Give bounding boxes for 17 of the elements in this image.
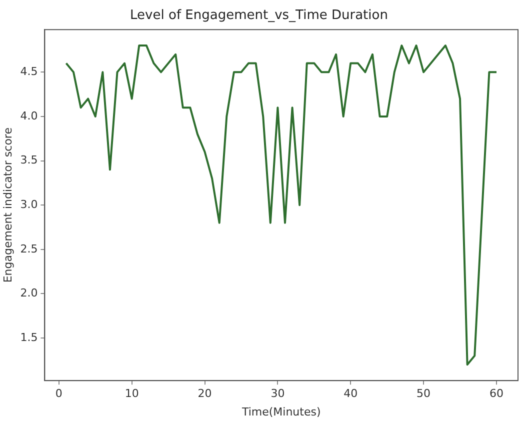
x-tick-label: 40 — [344, 387, 358, 400]
x-tick-label: 20 — [198, 387, 212, 400]
y-tick-label: 3.5 — [20, 154, 38, 167]
y-tick-label: 4.0 — [20, 109, 38, 122]
x-tick-label: 30 — [270, 387, 285, 400]
y-tick-label: 2.0 — [20, 286, 38, 300]
y-tick-label: 4.5 — [20, 65, 38, 78]
y-tick-label: 2.5 — [20, 242, 38, 256]
chart-title: Level of Engagement_vs_Time Duration — [130, 8, 388, 24]
x-tick-label: 0 — [55, 387, 62, 400]
x-tick-label: 10 — [124, 387, 139, 400]
x-tick-label: 60 — [489, 387, 504, 400]
y-axis-title: Engagement indicator score — [1, 127, 14, 283]
x-axis-title: Time(Minutes) — [240, 405, 321, 418]
y-tick-label: 1.5 — [20, 330, 38, 344]
y-tick-label: 3.0 — [20, 198, 38, 211]
x-tick-label: 50 — [416, 387, 431, 400]
